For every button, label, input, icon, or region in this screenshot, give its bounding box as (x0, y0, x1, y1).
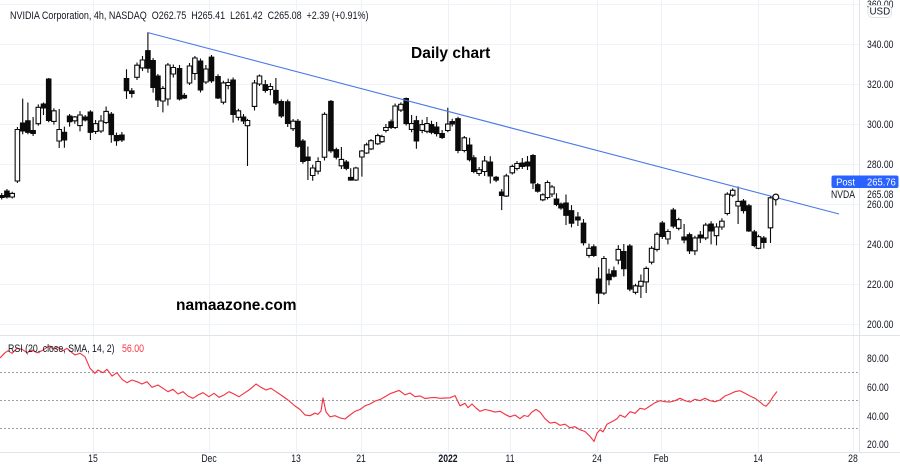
svg-text:24: 24 (592, 453, 602, 465)
svg-text:NVDA: NVDA (831, 189, 855, 201)
svg-text:260.00: 260.00 (867, 199, 894, 211)
svg-text:11: 11 (506, 453, 515, 465)
svg-text:14: 14 (753, 453, 763, 465)
svg-text:340.00: 340.00 (867, 39, 894, 51)
svg-text:265.08: 265.08 (867, 189, 894, 201)
svg-text:280.00: 280.00 (867, 159, 894, 171)
svg-text:21: 21 (356, 453, 366, 465)
svg-text:NVIDIA Corporation, 4h, NASDAQ: NVIDIA Corporation, 4h, NASDAQ O262.75 H… (10, 10, 369, 22)
svg-text:56.00: 56.00 (122, 343, 144, 355)
svg-text:Daily chart: Daily chart (411, 45, 490, 62)
svg-text:60.00: 60.00 (867, 382, 889, 394)
svg-text:300.00: 300.00 (867, 119, 894, 131)
svg-text:265.76: 265.76 (867, 177, 896, 189)
svg-text:2022: 2022 (438, 453, 458, 465)
svg-text:15: 15 (88, 453, 98, 465)
svg-text:USD: USD (869, 7, 890, 18)
svg-text:200.00: 200.00 (867, 319, 894, 331)
svg-text:Post: Post (836, 177, 855, 189)
svg-text:80.00: 80.00 (867, 353, 889, 365)
svg-text:40.00: 40.00 (867, 411, 889, 423)
svg-text:320.00: 320.00 (867, 79, 894, 91)
svg-text:Dec: Dec (201, 453, 216, 465)
svg-text:20.00: 20.00 (867, 439, 889, 451)
svg-text:Feb: Feb (654, 453, 669, 465)
svg-text:28: 28 (848, 453, 858, 465)
svg-text:namaazone.com: namaazone.com (176, 297, 297, 314)
svg-text:RSI (20, close, SMA, 14, 2): RSI (20, close, SMA, 14, 2) (8, 343, 115, 355)
svg-text:220.00: 220.00 (867, 279, 894, 291)
svg-text:13: 13 (291, 453, 301, 465)
svg-text:240.00: 240.00 (867, 239, 894, 251)
